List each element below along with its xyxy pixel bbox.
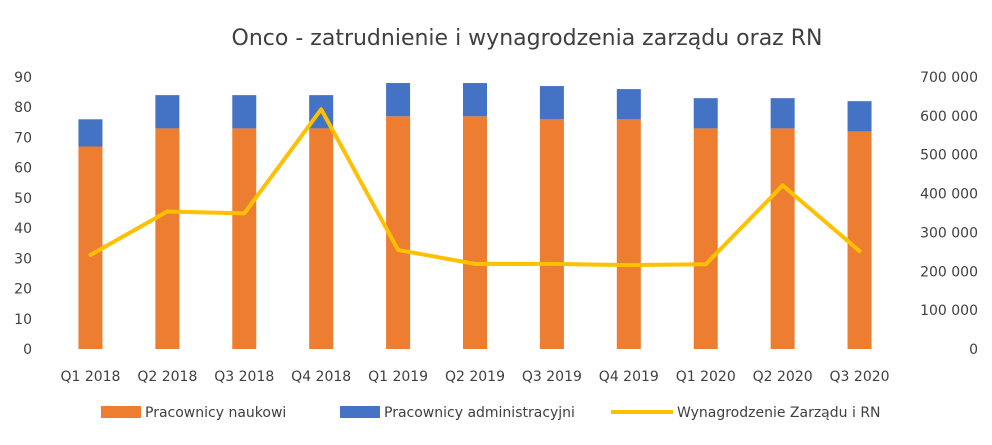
x-tick-label: Q3 2018: [214, 369, 274, 385]
y-left-tick-label: 90: [14, 70, 32, 86]
bar-pracownicy-administracyjni: [386, 83, 411, 117]
y-left-tick-label: 20: [14, 282, 32, 298]
bar-pracownicy-administracyjni: [847, 101, 872, 132]
y-right-tick-label: 500 000: [920, 148, 978, 164]
y-right-tick-label: 300 000: [920, 225, 978, 241]
x-tick-label: Q4 2018: [291, 369, 351, 385]
bar-pracownicy-naukowi: [616, 119, 641, 349]
bar-pracownicy-administracyjni: [616, 89, 641, 120]
y-right-tick-label: 100 000: [920, 303, 978, 319]
bar-pracownicy-administracyjni: [463, 83, 487, 117]
y-left-tick-label: 40: [14, 221, 32, 237]
y-left-tick-label: 0: [23, 342, 32, 358]
y-left-tick-label: 10: [14, 312, 32, 328]
x-tick-label: Q2 2019: [445, 369, 505, 385]
bar-pracownicy-administracyjni: [155, 95, 180, 129]
bar-pracownicy-naukowi: [232, 128, 257, 349]
bar-pracownicy-naukowi: [78, 146, 103, 349]
bar-pracownicy-naukowi: [847, 131, 872, 349]
y-right-tick-label: 0: [969, 342, 978, 358]
x-tick-label: Q1 2019: [368, 369, 428, 385]
bar-pracownicy-administracyjni: [770, 98, 795, 129]
bar-pracownicy-administracyjni: [539, 86, 564, 120]
legend-label: Pracownicy naukowi: [145, 405, 286, 421]
bar-pracownicy-administracyjni: [78, 119, 103, 147]
y-right-tick-label: 200 000: [920, 264, 978, 280]
y-left-tick-label: 50: [14, 191, 32, 207]
legend-swatch: [101, 406, 141, 418]
y-right-tick-label: 400 000: [920, 187, 978, 203]
legend: Pracownicy naukowi Pracownicy administrac…: [101, 405, 881, 421]
y-left-tick-label: 60: [14, 161, 32, 177]
bar-pracownicy-naukowi: [693, 128, 718, 349]
y-right-tick-label: 700 000: [920, 70, 978, 86]
bar-pracownicy-naukowi: [155, 128, 180, 349]
bar-pracownicy-naukowi: [463, 116, 487, 350]
legend-label: Pracownicy administracyjni: [384, 405, 575, 421]
bar-pracownicy-naukowi: [309, 128, 334, 349]
y-left-tick-label: 30: [14, 251, 32, 267]
y-left-tick-label: 70: [14, 130, 32, 146]
x-tick-label: Q2 2020: [753, 369, 813, 385]
plot-area: 0 10 20 30 40 50 60 70 80 90 0 100 000 200 000 300 00…: [14, 70, 978, 385]
y-right-tick-label: 600 000: [920, 109, 978, 125]
x-tick-label: Q1 2020: [676, 369, 736, 385]
y-left-tick-label: 80: [14, 100, 32, 116]
legend-label: Wynagrodzenie Zarządu i RN: [677, 405, 881, 421]
bar-pracownicy-naukowi: [539, 119, 564, 349]
legend-swatch: [340, 406, 380, 418]
bar-pracownicy-administracyjni: [693, 98, 718, 129]
bar-pracownicy-administracyjni: [232, 95, 257, 129]
x-tick-label: Q1 2018: [60, 369, 120, 385]
chart-title: Onco - zatrudnienie i wynagrodzenia zarz…: [232, 26, 823, 51]
x-tick-label: Q4 2019: [599, 369, 659, 385]
x-tick-label: Q3 2019: [522, 369, 582, 385]
bar-pracownicy-naukowi: [770, 128, 795, 349]
x-tick-label: Q2 2018: [137, 369, 197, 385]
x-tick-label: Q3 2020: [830, 369, 890, 385]
